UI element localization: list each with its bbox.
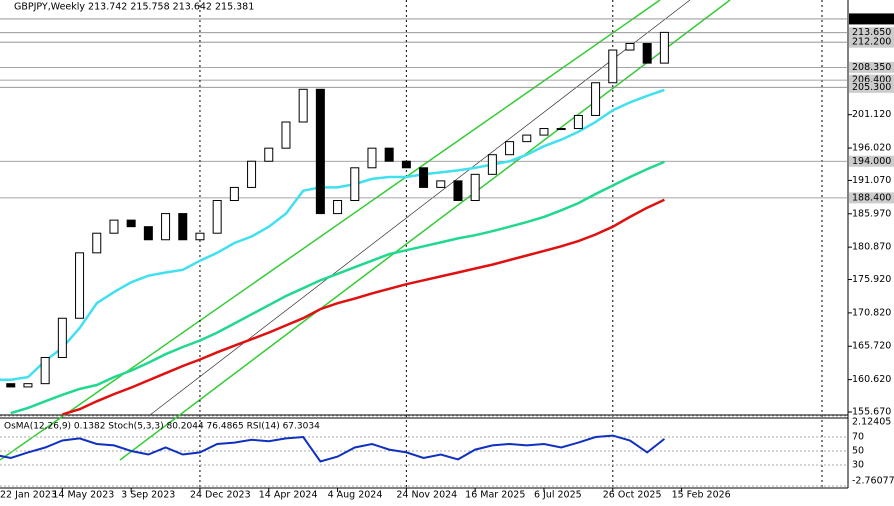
candle — [522, 134, 532, 143]
candle — [109, 219, 119, 234]
candle — [264, 147, 274, 162]
y-tick-label: 170.820 — [852, 307, 891, 318]
candle — [659, 31, 669, 64]
candle — [40, 356, 50, 385]
indicator-tick-label: 30 — [852, 460, 864, 471]
x-tick-label: 24 Dec 2023 — [190, 490, 251, 501]
candle — [212, 200, 222, 234]
level-label: 194.000 — [852, 156, 891, 167]
candle — [247, 160, 257, 188]
level-label-box — [849, 74, 894, 86]
candle — [75, 252, 85, 319]
x-tick-label: 26 Oct 2025 — [603, 490, 662, 501]
level-label-box — [849, 36, 894, 48]
candle — [573, 114, 583, 130]
candle — [229, 186, 239, 202]
candle — [281, 121, 291, 149]
y-tick-label: 160.620 — [852, 374, 891, 385]
indicator-tick-label: -2.76077 — [852, 476, 894, 487]
x-tick-label: 14 May 2023 — [52, 490, 114, 501]
candle — [608, 49, 618, 84]
candle — [642, 43, 652, 64]
channel-upper — [0, 0, 661, 461]
candle — [384, 147, 394, 162]
candle — [539, 128, 549, 136]
indicator-tick-label: 2.12405 — [852, 417, 891, 428]
candle — [92, 232, 102, 254]
y-tick-label: 201.120 — [852, 109, 891, 120]
level-label: 212.200 — [852, 37, 891, 48]
y-tick-label: 196.020 — [852, 143, 891, 154]
x-tick-label: 4 Aug 2024 — [328, 490, 383, 501]
candle — [143, 226, 153, 241]
indicator-tick-label: 70 — [852, 432, 864, 443]
candle — [126, 219, 136, 228]
level-label: 206.400 — [852, 75, 891, 86]
level-label-box — [849, 13, 894, 25]
x-tick-label: 14 Apr 2024 — [259, 490, 318, 501]
chart-title: GBPJPY,Weekly 213.742 215.758 213.642 21… — [14, 2, 254, 13]
level-label-box — [849, 61, 894, 73]
indicator-tick-label: 50 — [852, 446, 864, 457]
rsi-line — [0, 434, 666, 463]
x-tick-label: 22 Jan 2023 — [0, 490, 57, 501]
candle — [470, 173, 480, 202]
candle — [161, 213, 171, 241]
candle — [315, 88, 325, 215]
candle — [556, 128, 566, 131]
trend-line — [149, 0, 691, 416]
candle — [195, 232, 205, 241]
moving-average — [10, 160, 665, 415]
level-label: 213.650 — [852, 27, 891, 38]
level-label-box — [849, 155, 894, 167]
candle — [367, 147, 377, 169]
x-tick-label: 16 Mar 2025 — [465, 490, 525, 501]
channel-lower — [119, 0, 731, 461]
y-tick-label: 191.070 — [852, 175, 891, 186]
candle — [625, 43, 635, 51]
y-tick-label: 185.970 — [852, 208, 891, 219]
level-label-box — [849, 27, 894, 39]
level-label: 215.757 — [852, 13, 891, 24]
candle — [57, 317, 67, 358]
x-tick-label: 6 Jul 2025 — [534, 490, 582, 501]
candle — [333, 200, 343, 215]
y-tick-label: 155.670 — [852, 406, 891, 417]
y-tick-label: 175.920 — [852, 274, 891, 285]
y-tick-label: 165.720 — [852, 341, 891, 352]
candle — [436, 180, 446, 188]
x-tick-label: 3 Sep 2023 — [121, 490, 175, 501]
candle — [23, 383, 33, 388]
candle — [178, 213, 188, 241]
candle — [401, 160, 411, 169]
moving-average — [0, 88, 665, 381]
candle — [298, 88, 308, 123]
x-tick-label: 24 Nov 2024 — [396, 490, 457, 501]
indicator-title: OsMA(12,26,9) 0.1382 Stoch(5,3,3) 80.204… — [4, 422, 320, 432]
level-label: 188.400 — [852, 192, 891, 203]
y-tick-label: 180.870 — [852, 242, 891, 253]
candle — [6, 383, 16, 388]
candle — [505, 141, 515, 156]
moving-average — [62, 198, 665, 416]
candle — [453, 180, 463, 202]
candle — [487, 154, 497, 175]
x-tick-label: 15 Feb 2026 — [672, 490, 731, 501]
level-label: 208.350 — [852, 62, 891, 73]
level-label-box — [849, 81, 894, 93]
candle — [591, 82, 601, 116]
candle — [350, 167, 360, 202]
level-label-box — [849, 192, 894, 204]
candle — [419, 167, 429, 188]
level-label: 205.300 — [852, 82, 891, 93]
